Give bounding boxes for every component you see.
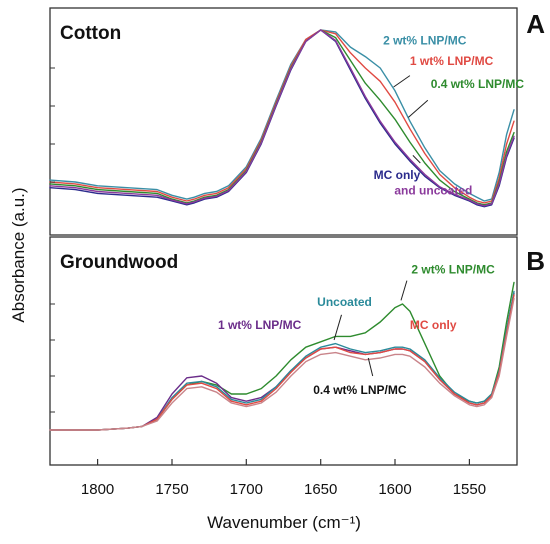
y-axis-title: Absorbance (a.u.) [9,187,28,322]
label-leader-b-0 [400,280,408,301]
y-ticks-a [50,67,55,183]
x-tick-label-5: 1550 [453,481,486,498]
panel-b-title: Groundwood [60,252,178,273]
series-line-b-3 [49,294,515,431]
x-tick-label-4: 1600 [378,481,411,498]
series-label-a-1: 1 wt% LNP/MC [410,54,494,68]
x-axis: 1800 1750 1700 1650 1600 1550 [81,459,486,498]
panel-b-frame [49,236,518,466]
panel-b: Groundwood B 2 wt% LNP/MC Uncoated 1 wt% L… [49,236,545,466]
panel-a: Cotton A 2 wt% LNP/MC 1 wt% LNP/MC 0.4 wt%… [49,7,545,236]
label-leader-a-2 [408,99,429,118]
panel-a-frame [49,7,518,236]
series-label-b-4: 0.4 wt% LNP/MC [313,383,407,397]
panel-a-series [49,29,515,208]
x-tick-label-1: 1750 [155,481,188,498]
series-label-b-2: 1 wt% LNP/MC [218,318,302,332]
series-label-b-1: Uncoated [317,295,372,309]
panel-b-labels: 2 wt% LNP/MC Uncoated 1 wt% LNP/MC MC only 0… [218,262,495,397]
series-label-a-2: 0.4 wt% LNP/MC [431,77,525,91]
series-label-b-3: MC only [410,318,457,332]
label-leader-b-1 [333,314,342,341]
panel-a-letter: A [526,9,545,39]
series-line-b-4 [49,297,515,431]
series-line-b-0 [49,281,515,431]
y-ticks-b [50,303,55,413]
label-leader-a-1 [393,75,411,88]
series-line-a-4 [49,29,515,207]
x-tick-label-2: 1700 [230,481,263,498]
x-axis-title: Wavenumber (cm⁻¹) [207,513,361,532]
label-leader-a-3 [412,155,421,164]
panel-b-letter: B [526,246,545,276]
panel-b-series [49,281,515,431]
panel-a-title: Cotton [60,23,121,44]
panel-a-labels: 2 wt% LNP/MC 1 wt% LNP/MC 0.4 wt% LNP/MC MC… [374,33,525,197]
series-label-a-3: MC only [374,168,421,182]
series-label-a-0: 2 wt% LNP/MC [383,33,467,47]
series-label-a-4: and uncoated [394,183,472,197]
x-tick-label-0: 1800 [81,481,114,498]
series-label-b-0: 2 wt% LNP/MC [411,262,495,276]
label-leader-b-4 [367,357,374,377]
x-tick-label-3: 1650 [304,481,337,498]
series-line-b-2 [49,290,515,431]
series-line-b-1 [49,292,515,431]
